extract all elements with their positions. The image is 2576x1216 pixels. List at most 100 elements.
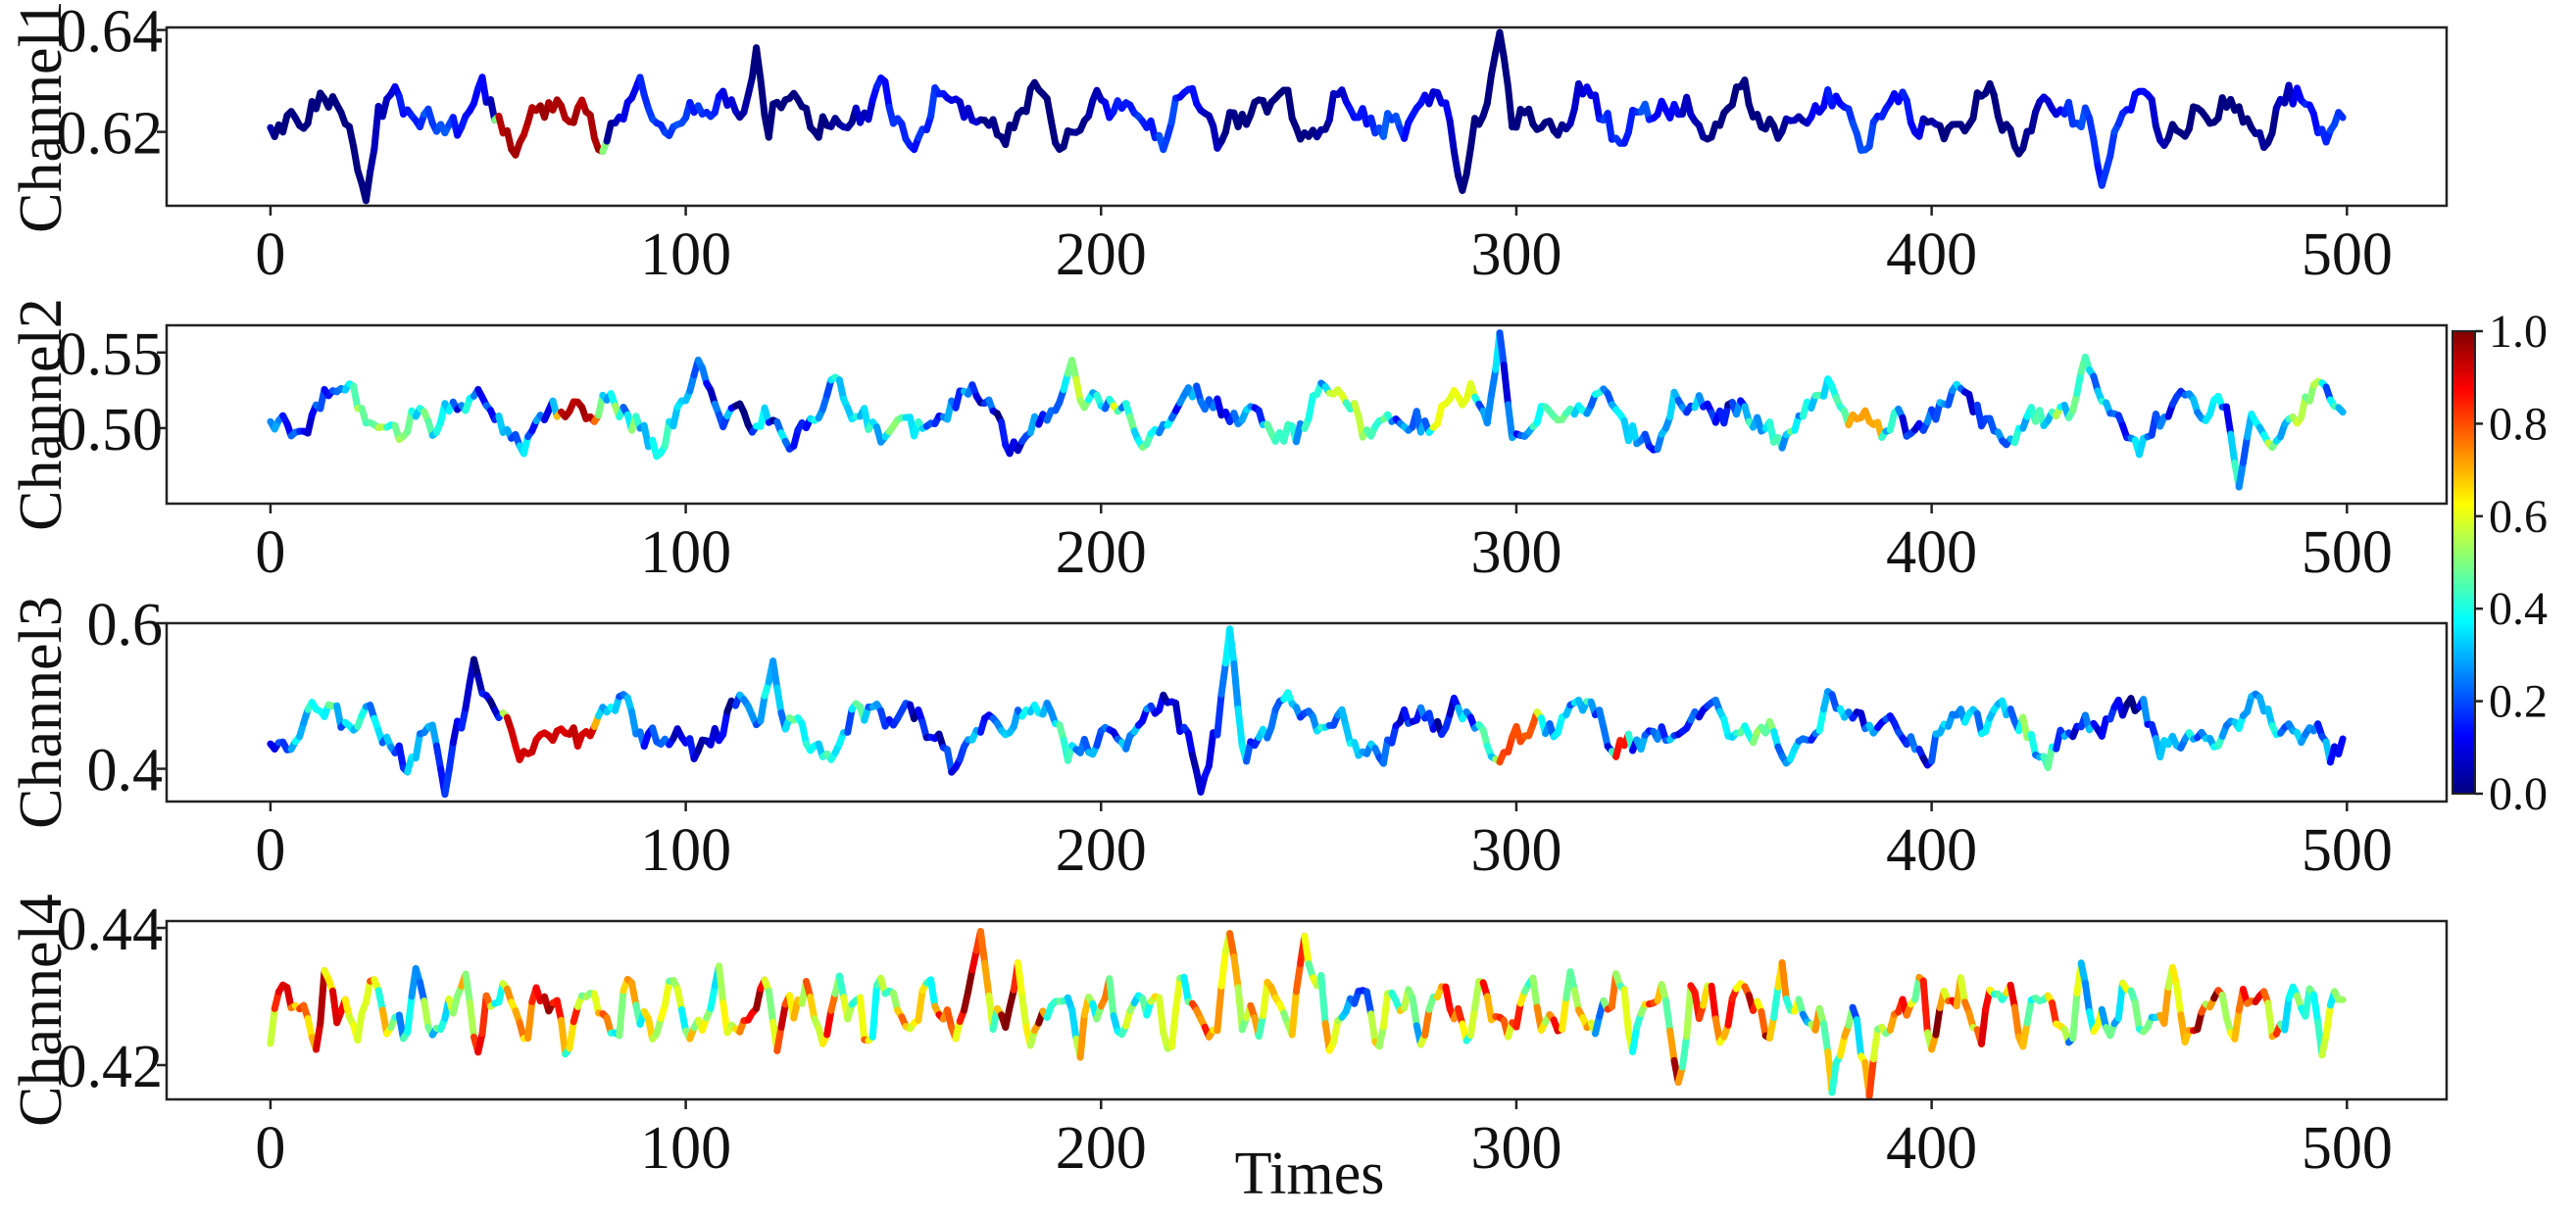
colorbar-tick-label: 0.4: [2489, 583, 2548, 635]
series-segment: [765, 988, 777, 1026]
series-segment: [661, 977, 673, 1009]
series-segment: [2081, 979, 2094, 1016]
series-segment: [354, 1009, 366, 1045]
series-segment: [350, 382, 362, 413]
series-segment: [1865, 119, 1877, 151]
colorbar-tick-label: 0.0: [2489, 768, 2548, 820]
series-segment: [1205, 729, 1217, 770]
series-segment: [719, 707, 731, 738]
series-segment: [1624, 107, 1637, 136]
series-segment: [1167, 94, 1179, 126]
series-line: [267, 28, 2347, 205]
series-segment: [1156, 994, 1167, 1036]
series-segment: [1043, 95, 1055, 124]
x-tick-label: 400: [1886, 221, 1977, 288]
series-segment: [362, 169, 374, 205]
x-tick-label: 500: [2302, 1115, 2393, 1182]
colorbar-tick-label: 1.0: [2489, 306, 2548, 358]
series-segment: [2335, 735, 2347, 757]
series-segment: [1330, 1017, 1342, 1046]
series-segment: [1500, 362, 1511, 409]
series-segment: [1230, 953, 1242, 992]
series-segment: [616, 987, 627, 1040]
series-segment: [998, 418, 1010, 449]
series-segment: [1488, 49, 1500, 78]
series-segment: [1172, 700, 1184, 735]
series-segment: [868, 982, 880, 1041]
x-tick-label: 100: [640, 519, 731, 586]
series-segment: [1226, 930, 1238, 961]
x-tick-label: 200: [1056, 221, 1147, 288]
series-segment: [404, 993, 416, 1036]
series-segment: [981, 959, 993, 999]
series-segment: [2019, 1019, 2031, 1050]
series-segment: [1683, 982, 1695, 1041]
series-segment: [835, 972, 848, 1001]
x-tick-label: 500: [2302, 519, 2393, 586]
series-segment: [1305, 392, 1316, 422]
series-segment: [1666, 1027, 1678, 1064]
series-segment: [1853, 1016, 1865, 1060]
series-segment: [857, 994, 868, 1044]
series-segment: [1068, 1006, 1080, 1043]
series-segment: [367, 145, 378, 176]
x-tick-label: 100: [640, 1115, 731, 1182]
series-segment: [2086, 114, 2098, 143]
series-segment: [2239, 433, 2252, 466]
series-segment: [1765, 1014, 1778, 1042]
series-segment: [1496, 329, 1508, 368]
series-segment: [2148, 96, 2159, 130]
series-segment: [313, 1019, 324, 1053]
series-segment: [1260, 978, 1271, 1020]
series-segment: [1496, 28, 1508, 61]
y-tick-label: 0.6: [87, 592, 164, 658]
series-segment: [1512, 999, 1524, 1031]
series-segment: [1505, 401, 1516, 442]
series-segment: [1592, 91, 1604, 122]
series-segment: [2222, 403, 2235, 438]
series-segment: [1770, 983, 1782, 1021]
series-segment: [881, 77, 893, 111]
series-segment: [628, 979, 640, 1009]
series-segment: [1708, 982, 1719, 1023]
series-segment: [1325, 90, 1337, 123]
series-segment: [976, 928, 989, 967]
series-segment: [2077, 959, 2089, 987]
series-segment: [2106, 128, 2118, 160]
series-segment: [1828, 1059, 1840, 1096]
series-segment: [628, 707, 640, 738]
axes-frame: [165, 621, 2449, 803]
series-segment: [2264, 999, 2276, 1041]
series-segment: [1662, 997, 1674, 1035]
y-tick-label: 0.4: [87, 738, 164, 804]
series-segment: [412, 730, 423, 762]
series-segment: [566, 1018, 577, 1052]
series-segment: [1015, 959, 1026, 1000]
series-segment: [1678, 1033, 1691, 1071]
series-segment: [1226, 625, 1238, 667]
series-segment: [927, 976, 939, 1010]
series-segment: [2114, 979, 2126, 1022]
series-segment: [1217, 659, 1229, 698]
series-segment: [1820, 1020, 1832, 1055]
series-segment: [753, 44, 765, 83]
x-tick-label: 300: [1470, 221, 1561, 288]
series-segment: [915, 987, 926, 1024]
series-segment: [1529, 974, 1541, 1011]
series-segment: [673, 985, 685, 1013]
colorbar-tick-label: 0.8: [2489, 398, 2548, 450]
series-segment: [1409, 994, 1420, 1030]
series-segment: [1450, 147, 1462, 179]
series-segment: [2335, 109, 2347, 122]
y-axis-label: Channel3: [8, 596, 74, 829]
series-segment: [1022, 85, 1034, 116]
series-segment: [1106, 975, 1117, 1020]
y-axis-label: Channel2: [8, 298, 74, 531]
x-tick-label: 500: [2302, 817, 2393, 884]
x-tick-label: 0: [255, 221, 285, 288]
series-segment: [1957, 974, 1968, 1006]
series-segment: [1367, 1010, 1379, 1046]
series-segment: [1865, 1055, 1877, 1099]
series-segment: [1488, 365, 1500, 399]
series-segment: [1559, 995, 1570, 1033]
